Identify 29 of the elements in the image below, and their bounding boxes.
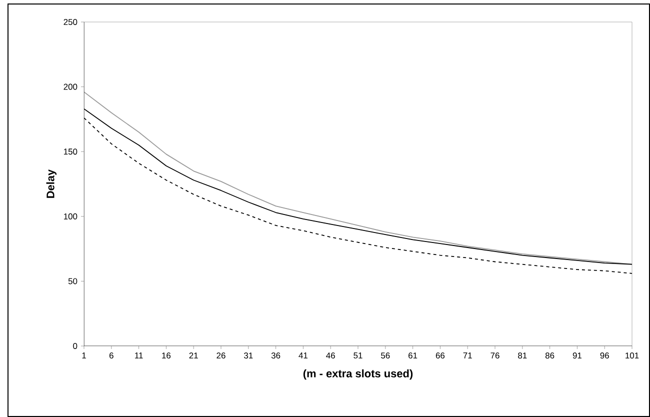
- y-axis-title: Delay: [46, 169, 57, 198]
- x-tick-label: 41: [298, 352, 308, 358]
- x-tick-label: 26: [216, 352, 226, 359]
- y-tick-label: 250: [64, 19, 78, 25]
- x-tick-label: 1: [82, 352, 86, 358]
- x-tick-label: 66: [436, 352, 445, 359]
- x-tick-label: 86: [545, 352, 554, 359]
- x-tick-label: 56: [381, 352, 390, 359]
- x-tick-label: 71: [463, 352, 472, 358]
- x-tick-label: 11: [135, 352, 143, 358]
- x-tick-label: 81: [518, 352, 527, 359]
- y-tick-label: 100: [64, 213, 78, 220]
- x-tick-label: 101: [626, 352, 639, 359]
- x-tick-label: 76: [490, 352, 500, 359]
- x-tick-label: 6: [109, 352, 114, 359]
- x-tick-label: 91: [572, 352, 582, 359]
- y-tick-label: 0: [73, 343, 78, 349]
- x-axis-title: (m - extra slots used): [303, 369, 413, 380]
- y-tick-label: 200: [64, 84, 78, 90]
- x-tick-label: 16: [162, 352, 171, 359]
- x-tick-label: 21: [189, 352, 198, 358]
- x-tick-label: 31: [244, 352, 253, 359]
- x-tick-label: 61: [408, 352, 418, 359]
- x-tick-label: 36: [271, 352, 280, 359]
- y-tick-label: 150: [64, 148, 78, 155]
- x-tick-label: 46: [326, 352, 335, 359]
- x-tick-label: 51: [354, 352, 362, 358]
- y-tick-label: 50: [68, 278, 78, 284]
- x-tick-label: 96: [600, 352, 609, 359]
